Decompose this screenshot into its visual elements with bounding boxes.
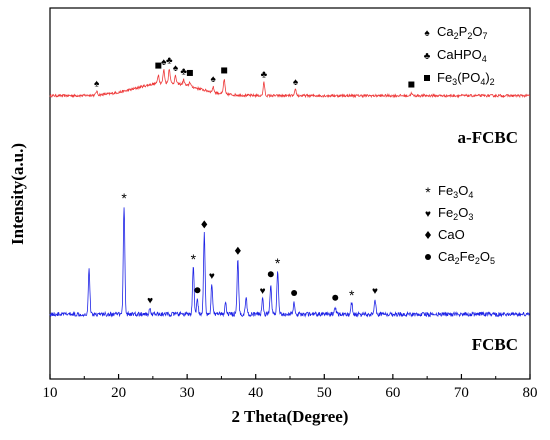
marker-spade-icon: ♠: [211, 74, 217, 85]
legend-label: Ca2Fe2O5: [438, 249, 495, 266]
series-label-a-fcbc: a-FCBC: [458, 128, 518, 147]
marker-club-icon: ♣: [166, 55, 173, 66]
svg-text:*: *: [121, 190, 127, 206]
legend-label: Fe3O4: [438, 183, 473, 200]
legend-label: Fe3(PO4)2: [437, 70, 495, 87]
marker-dot-icon: [425, 254, 431, 260]
marker-heart-icon: ♥: [147, 296, 153, 307]
legend-label: CaHPO4: [437, 47, 487, 64]
svg-text:♥: ♥: [260, 286, 266, 297]
x-tick-label: 20: [111, 385, 126, 401]
svg-text:*: *: [349, 287, 355, 303]
marker-square-icon: [186, 69, 193, 76]
marker-asterisk-icon: *: [349, 287, 355, 303]
marker-asterisk-icon: *: [121, 190, 127, 206]
marker-club-icon: ♣: [261, 70, 268, 81]
svg-text:♥: ♥: [209, 271, 215, 282]
series-line-a-fcbc: [49, 68, 531, 99]
svg-text:♠: ♠: [173, 63, 179, 74]
series-label-fcbc: FCBC: [472, 335, 518, 354]
marker-club-icon: ♣: [180, 67, 187, 78]
x-tick-label: 60: [385, 385, 400, 401]
marker-spade-icon: ♠: [173, 63, 179, 74]
marker-heart-icon: ♥: [425, 209, 431, 220]
x-tick-label: 40: [248, 385, 263, 401]
svg-text:♣: ♣: [261, 70, 268, 81]
marker-diamond-icon: [201, 220, 208, 229]
svg-text:♥: ♥: [372, 286, 378, 297]
markers-layer: ♠♠ ♣♠ ♣♠ ♣♠*♥*♥♥** ♥: [94, 55, 415, 307]
marker-dot-icon: [267, 271, 274, 278]
x-tick-label: 30: [180, 385, 195, 401]
legend-label: Ca2P2O7: [437, 24, 487, 41]
marker-asterisk-icon: *: [425, 184, 431, 200]
svg-text:*: *: [191, 251, 197, 267]
legend-label: Fe2O3: [438, 205, 473, 222]
svg-text:♠: ♠: [293, 77, 299, 88]
y-axis-title: Intensity(a.u.): [8, 143, 27, 245]
marker-asterisk-icon: *: [275, 255, 281, 271]
x-tick-label: 80: [523, 385, 538, 401]
svg-text:*: *: [425, 184, 431, 200]
marker-diamond-icon: [425, 231, 431, 239]
series-line-fcbc: [49, 207, 530, 318]
x-tick-label: 70: [454, 385, 469, 401]
x-axis-ticks: 10 20 30 40 50 60 70 80: [43, 374, 538, 401]
marker-square-icon: [408, 81, 415, 88]
marker-heart-icon: ♥: [260, 286, 266, 297]
marker-dot-icon: [291, 290, 298, 297]
legends-layer: ♠ Ca2P2O7 ♣ CaHPO4 Fe3(PO4)2 * Fe3O4 ♥ Fe2O3 CaO C…: [424, 24, 495, 266]
svg-text:♣: ♣: [180, 67, 187, 78]
curves-layer: [49, 68, 531, 318]
legend-label: CaO: [438, 227, 465, 242]
marker-square-icon: [424, 75, 430, 81]
svg-text:♠: ♠: [424, 28, 430, 39]
svg-text:♥: ♥: [425, 209, 431, 220]
marker-heart-icon: ♥: [209, 271, 215, 282]
x-tick-label: 10: [43, 385, 58, 401]
x-tick-label: 50: [317, 385, 332, 401]
marker-square-icon: [221, 67, 228, 74]
x-axis-title: 2 Theta(Degree): [232, 407, 349, 426]
marker-spade-icon: ♠: [94, 78, 100, 89]
marker-diamond-icon: [234, 246, 241, 255]
marker-dot-icon: [194, 287, 201, 294]
svg-text:♥: ♥: [147, 296, 153, 307]
marker-asterisk-icon: *: [191, 251, 197, 267]
marker-spade-icon: ♠: [293, 77, 299, 88]
marker-square-icon: [155, 62, 162, 69]
marker-club-icon: ♣: [424, 51, 431, 62]
svg-text:*: *: [275, 255, 281, 271]
svg-text:♠: ♠: [161, 57, 167, 68]
svg-text:♣: ♣: [166, 55, 173, 66]
marker-heart-icon: ♥: [372, 286, 378, 297]
svg-text:♣: ♣: [424, 51, 431, 62]
marker-dot-icon: [332, 294, 339, 301]
marker-spade-icon: ♠: [161, 57, 167, 68]
marker-spade-icon: ♠: [424, 28, 430, 39]
svg-text:♠: ♠: [94, 78, 100, 89]
svg-text:♠: ♠: [211, 74, 217, 85]
